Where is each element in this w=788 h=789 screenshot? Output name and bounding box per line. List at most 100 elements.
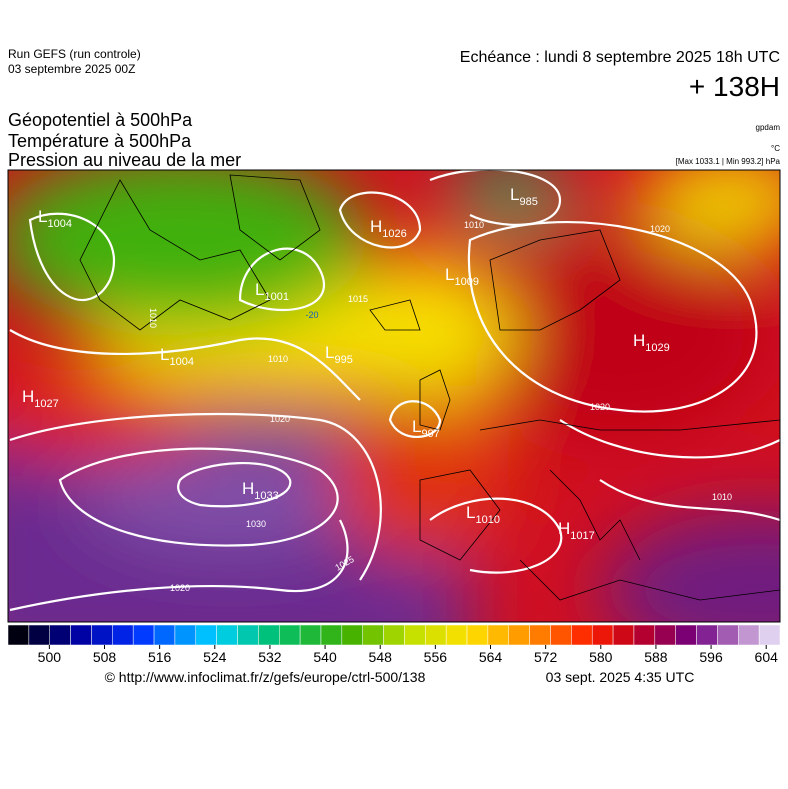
- pressure-center: L1004: [160, 345, 194, 368]
- colorbar-swatch: [466, 624, 489, 646]
- colorbar-swatch: [278, 624, 301, 646]
- map-field: [8, 170, 780, 622]
- center-value: 997: [421, 428, 439, 440]
- colorbar-tick-label: 548: [369, 649, 393, 665]
- colorbar-swatch: [508, 624, 530, 646]
- isobar-label: 1010: [148, 308, 158, 328]
- colorbar-swatch: [404, 624, 426, 646]
- colorbar-swatch: [591, 624, 614, 646]
- title-temperature: Température à 500hPa: [8, 131, 192, 151]
- source-url: © http://www.infoclimat.fr/z/gefs/europe…: [105, 669, 426, 685]
- colorbar-tick-label: 532: [258, 649, 282, 665]
- colorbar-swatch: [654, 624, 676, 646]
- map-frame: [7, 169, 781, 623]
- colorbar-swatch: [696, 624, 718, 646]
- center-letter: H: [633, 331, 645, 350]
- center-letter: H: [22, 387, 34, 406]
- center-letter: L: [466, 503, 475, 522]
- colorbar-swatch: [7, 624, 30, 646]
- colorbar-tick-label: 596: [699, 649, 723, 665]
- center-letter: L: [160, 345, 169, 364]
- center-letter: L: [255, 280, 264, 299]
- pressure-center: L997: [412, 417, 440, 440]
- colorbar-swatch: [112, 624, 134, 646]
- colorbar-swatch: [675, 624, 697, 646]
- unit-gpdam: gpdam: [756, 123, 781, 132]
- colorbar-swatch: [320, 624, 343, 646]
- colorbar-swatch: [717, 624, 739, 646]
- colorbar-swatch: [195, 624, 217, 646]
- isobar-label: 1020: [170, 583, 190, 593]
- run-date: 03 septembre 2025 00Z: [8, 62, 135, 76]
- pressure-center: H1017: [558, 519, 595, 542]
- colorbar-swatch: [425, 624, 447, 646]
- pressure-center: H1026: [370, 217, 407, 240]
- colorbar-swatch: [132, 624, 155, 646]
- center-letter: L: [445, 265, 454, 284]
- colorbar-swatch: [487, 624, 510, 646]
- colorbar-swatch: [70, 624, 92, 646]
- colorbar-swatch: [383, 624, 405, 646]
- colorbar: 500 508 516 524 532 540 548 556 564 572 580 588 596 6…: [7, 624, 781, 665]
- colorbar-tick-label: 500: [38, 649, 62, 665]
- colorbar-tick-label: 572: [534, 649, 558, 665]
- colorbar-swatch: [153, 624, 176, 646]
- pressure-center: L1009: [445, 265, 479, 288]
- colorbar-swatch: [550, 624, 572, 646]
- colorbar-swatch: [612, 624, 635, 646]
- isobar-label: 1020: [650, 224, 670, 234]
- colorbar-swatch: [91, 624, 113, 646]
- isobar-label: 1010: [464, 220, 484, 230]
- center-value: 1009: [454, 276, 478, 288]
- colorbar-swatch: [216, 624, 238, 646]
- center-value: 995: [334, 354, 352, 366]
- colorbar-tick-label: 604: [755, 649, 779, 665]
- colorbar-tick-label: 508: [93, 649, 117, 665]
- isobar-label: 1010: [712, 492, 732, 502]
- colorbar-swatch: [174, 624, 197, 646]
- isobar-label: 1020: [590, 402, 610, 412]
- pressure-center: L985: [510, 185, 538, 208]
- colorbar-tick-label: 516: [148, 649, 172, 665]
- center-letter: L: [510, 185, 519, 204]
- colorbar-swatch: [258, 624, 280, 646]
- colorbar-tick-label: 580: [589, 649, 613, 665]
- colorbar-swatch: [299, 624, 322, 646]
- colorbar-swatch: [445, 624, 468, 646]
- title-pressure: Pression au niveau de la mer: [8, 150, 241, 170]
- center-value: 1027: [34, 398, 58, 410]
- pressure-center: H1029: [633, 331, 670, 354]
- isobar-label: 1030: [246, 519, 266, 529]
- isobar-label: 1015: [348, 294, 368, 304]
- center-value: 1026: [382, 228, 406, 240]
- center-value: 1010: [475, 514, 499, 526]
- center-letter: H: [370, 217, 382, 236]
- run-label: Run GEFS (run controle): [8, 47, 141, 61]
- lead-time: + 138H: [689, 71, 780, 102]
- center-letter: H: [242, 479, 254, 498]
- colorbar-swatch: [341, 624, 363, 646]
- colorbar-swatch: [758, 624, 781, 646]
- center-value: 985: [519, 196, 537, 208]
- colorbar-swatch: [633, 624, 656, 646]
- pressure-center: H1033: [242, 479, 279, 502]
- center-value: 1029: [645, 342, 669, 354]
- colorbar-tick-label: 564: [479, 649, 503, 665]
- pressure-center: H1027: [22, 387, 59, 410]
- colorbar-swatch: [571, 624, 593, 646]
- colorbar-swatch: [28, 624, 50, 646]
- colorbar-swatch: [738, 624, 760, 646]
- pressure-center: L1001: [255, 280, 289, 303]
- unit-hpa: [Max 1033.1 | Min 993.2] hPa: [676, 157, 781, 166]
- isobar-label: 1020: [270, 414, 290, 424]
- center-value: 1033: [254, 490, 278, 502]
- center-value: 1004: [47, 218, 71, 230]
- generation-time: 03 sept. 2025 4:35 UTC: [546, 669, 695, 685]
- unit-celsius: °C: [771, 144, 780, 153]
- title-geopotential: Géopotentiel à 500hPa: [8, 110, 193, 130]
- colorbar-tick-label: 524: [203, 649, 227, 665]
- colorbar-swatch: [529, 624, 551, 646]
- colorbar-swatch: [362, 624, 384, 646]
- isotherm-label: -20: [305, 310, 318, 320]
